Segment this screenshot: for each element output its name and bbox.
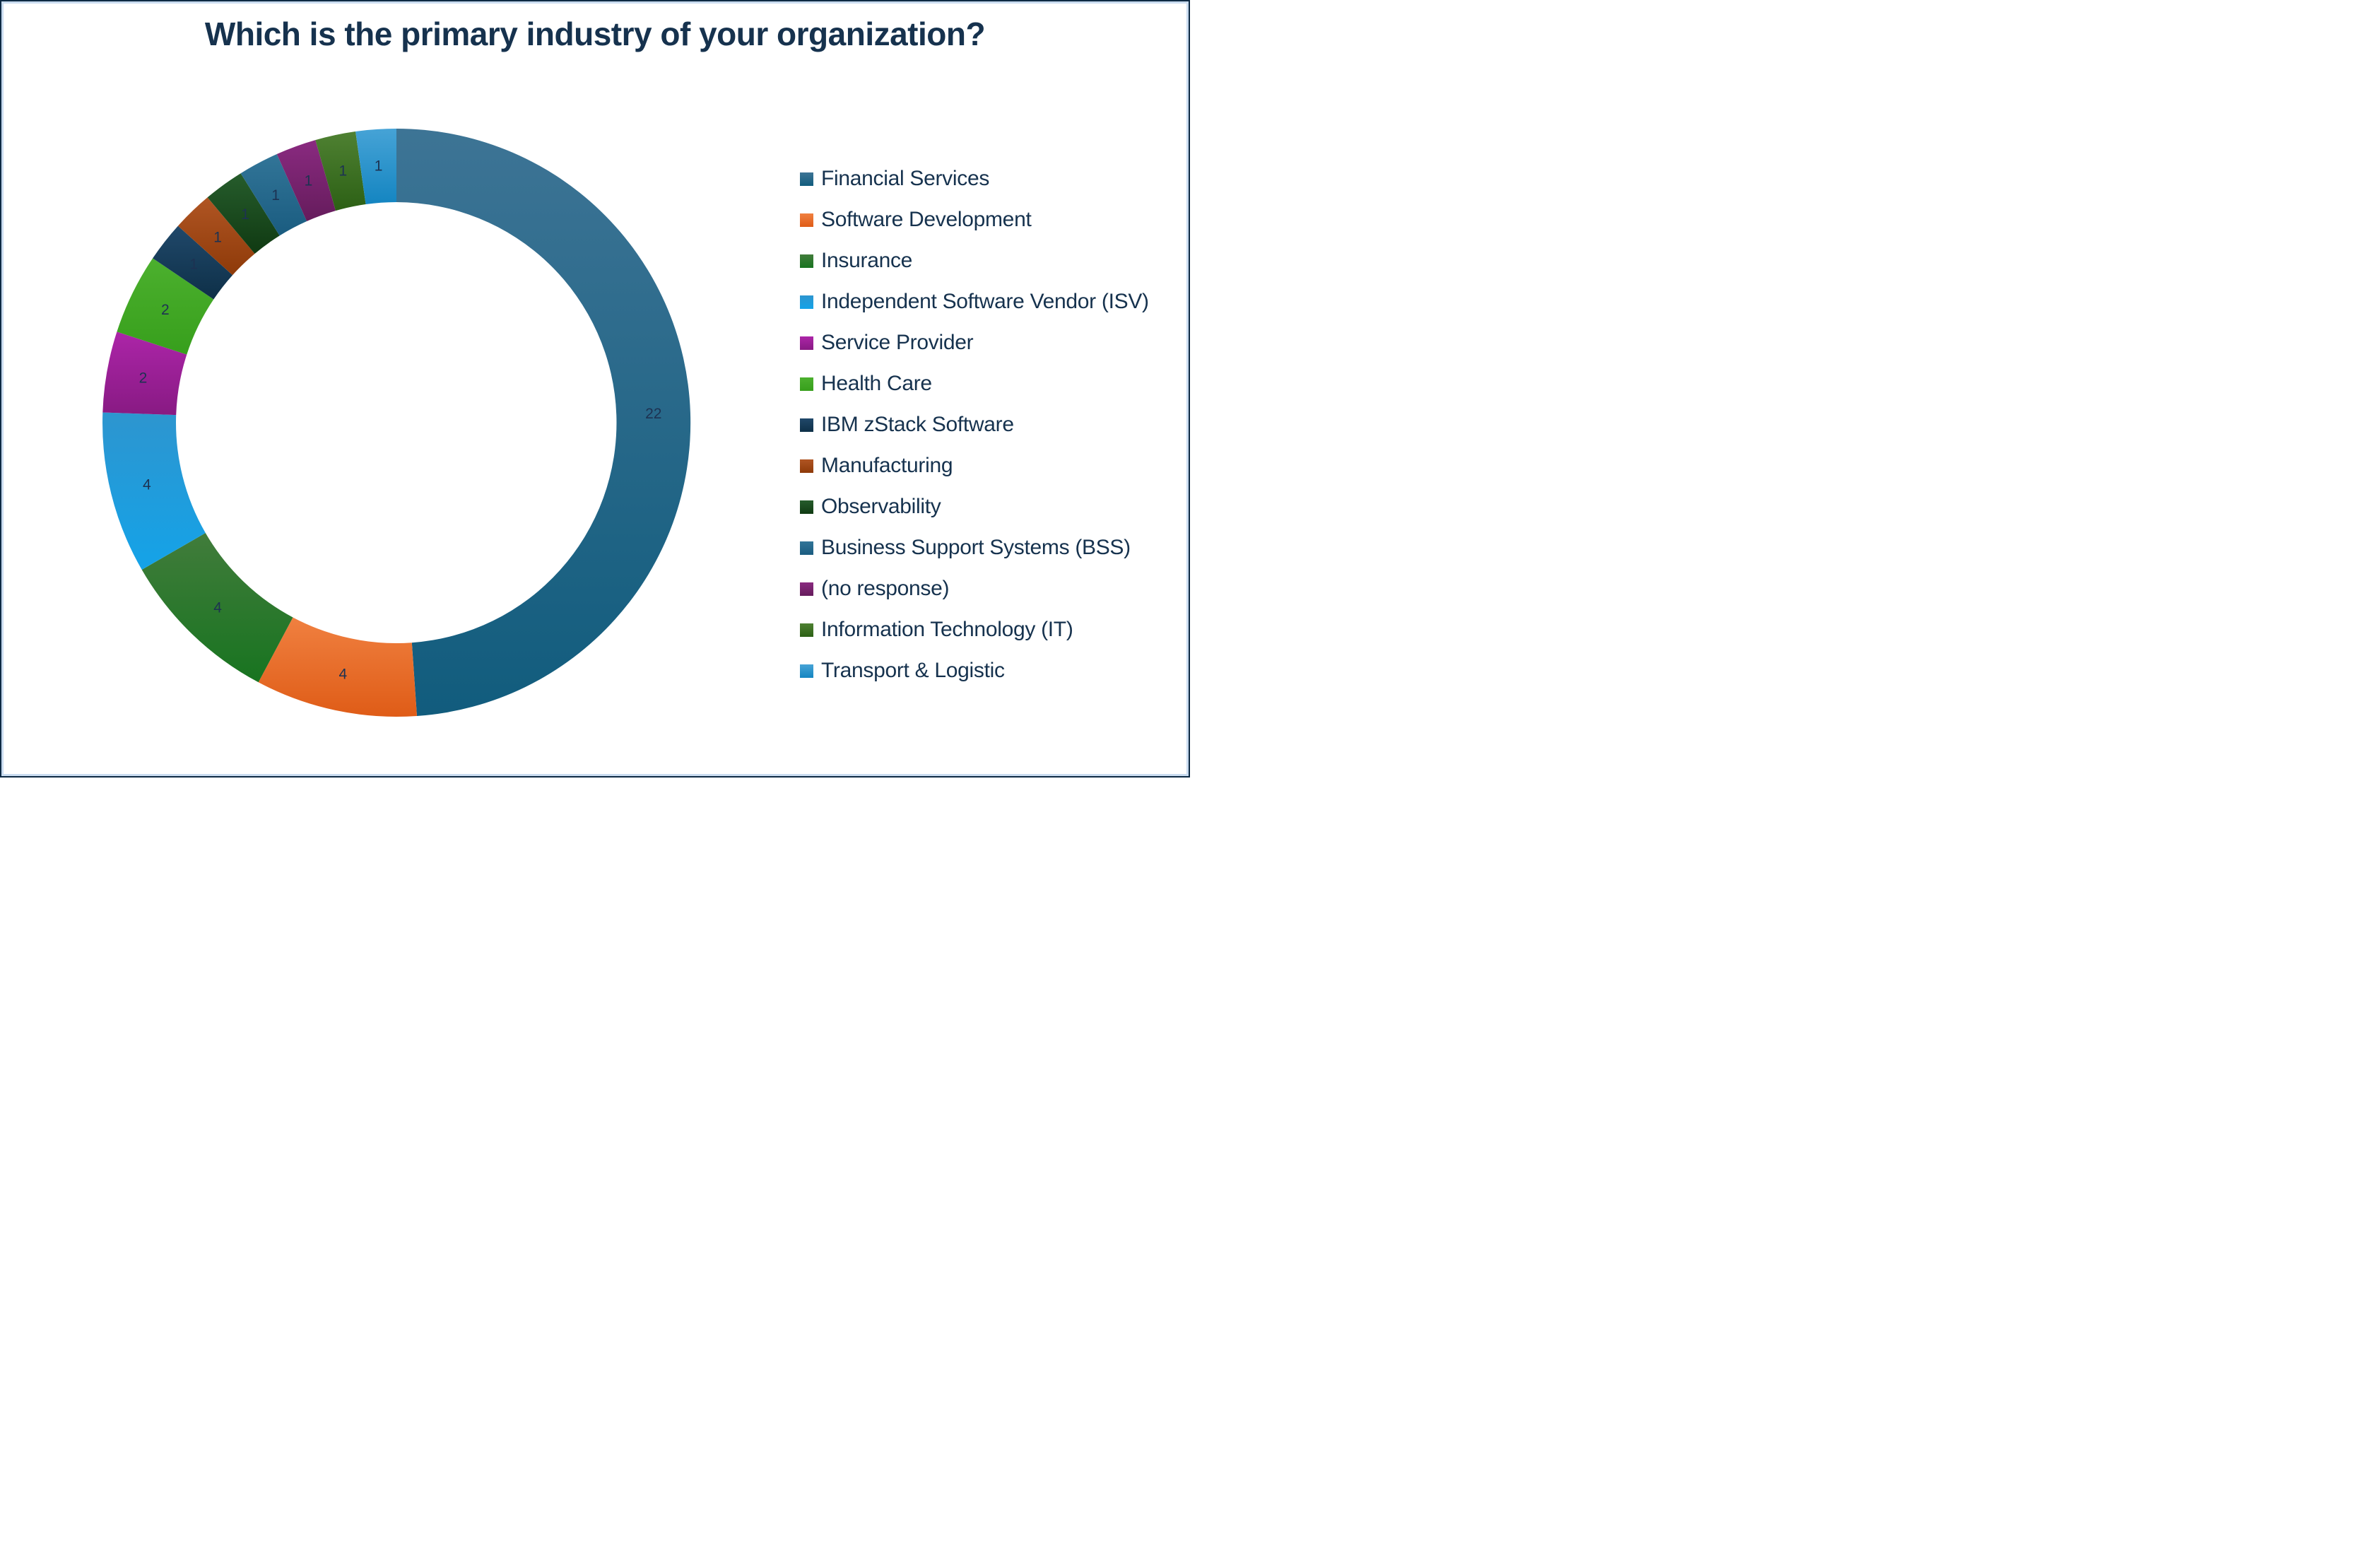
legend-label: Health Care: [821, 372, 932, 395]
slice-value-label: 4: [143, 477, 151, 493]
legend-swatch: [800, 377, 813, 391]
slice-insurance: [141, 533, 293, 683]
slice-information-technology-it: [315, 131, 366, 211]
chart-title: Which is the primary industry of your or…: [204, 16, 986, 52]
legend-item-health-care: Health Care: [800, 363, 1149, 404]
slice-value-label: 2: [139, 370, 148, 386]
legend-label: Software Development: [821, 208, 1032, 231]
legend-item-information-technology-it: Information Technology (IT): [800, 609, 1149, 650]
legend-swatch: [800, 295, 813, 309]
slice-software-development: [258, 617, 417, 717]
legend-item-financial-services: Financial Services: [800, 158, 1149, 199]
legend-item-no-response: (no response): [800, 568, 1149, 609]
legend-item-ibm-zstack-software: IBM zStack Software: [800, 404, 1149, 445]
slice-value-label: 1: [213, 230, 222, 246]
slice-value-label: 4: [338, 667, 347, 683]
legend-label: Transport & Logistic: [821, 659, 1005, 682]
slide-frame: Which is the primary industry of your or…: [0, 0, 1190, 778]
slice-value-label: 1: [305, 173, 313, 189]
legend-swatch: [800, 582, 813, 596]
legend-swatch: [800, 172, 813, 186]
slice-ibm-zstack-software: [153, 225, 233, 300]
legend-swatch: [800, 623, 813, 637]
slice-value-label: 22: [645, 406, 661, 422]
legend-swatch: [800, 254, 813, 268]
slice-health-care: [117, 258, 214, 355]
legend-swatch: [800, 664, 813, 678]
legend-label: Business Support Systems (BSS): [821, 536, 1131, 559]
legend-label: Observability: [821, 495, 941, 518]
legend-item-manufacturing: Manufacturing: [800, 445, 1149, 486]
legend-item-independent-software-vendor-isv: Independent Software Vendor (ISV): [800, 281, 1149, 322]
slice-value-label: 1: [338, 163, 347, 180]
slice-value-label: 2: [161, 302, 170, 318]
legend-swatch: [800, 418, 813, 432]
legend-label: IBM zStack Software: [821, 413, 1014, 436]
legend-item-insurance: Insurance: [800, 240, 1149, 281]
legend-swatch: [800, 500, 813, 514]
slice-transport-logistic: [355, 128, 396, 204]
legend-label: Insurance: [821, 249, 913, 272]
slice-independent-software-vendor-isv: [102, 412, 206, 570]
legend-label: Financial Services: [821, 167, 990, 190]
legend-swatch: [800, 213, 813, 227]
slice-service-provider: [102, 331, 187, 416]
slice-value-label: 1: [241, 206, 249, 223]
legend-item-transport-logistic: Transport & Logistic: [800, 650, 1149, 691]
legend-label: Service Provider: [821, 331, 974, 354]
legend-swatch: [800, 541, 813, 555]
slide-frame-inner-border: Which is the primary industry of your or…: [1, 1, 1189, 776]
donut-chart: 22 4 4 4 2 2 1 1 1 1 1 1 1: [91, 117, 702, 728]
slice-observability: [207, 173, 280, 254]
legend-item-service-provider: Service Provider: [800, 322, 1149, 363]
legend-item-business-support-systems-bss: Business Support Systems (BSS): [800, 527, 1149, 568]
slice-business-support-systems-bss: [240, 154, 307, 236]
legend-label: Manufacturing: [821, 454, 953, 477]
slice-value-label: 1: [375, 158, 383, 174]
legend-label: Independent Software Vendor (ISV): [821, 290, 1149, 313]
slice-no-response: [276, 140, 336, 221]
slice-value-label: 4: [213, 599, 222, 616]
legend-label: Information Technology (IT): [821, 618, 1073, 641]
slice-manufacturing: [177, 197, 255, 276]
slice-financial-services: [396, 128, 691, 716]
legend-swatch: [800, 336, 813, 350]
slice-value-label: 1: [271, 187, 280, 204]
legend-label: (no response): [821, 577, 950, 600]
legend-item-software-development: Software Development: [800, 199, 1149, 240]
slice-value-label: 1: [189, 256, 198, 272]
legend: Financial Services Software Development In…: [800, 158, 1149, 691]
legend-swatch: [800, 459, 813, 473]
legend-item-observability: Observability: [800, 486, 1149, 527]
